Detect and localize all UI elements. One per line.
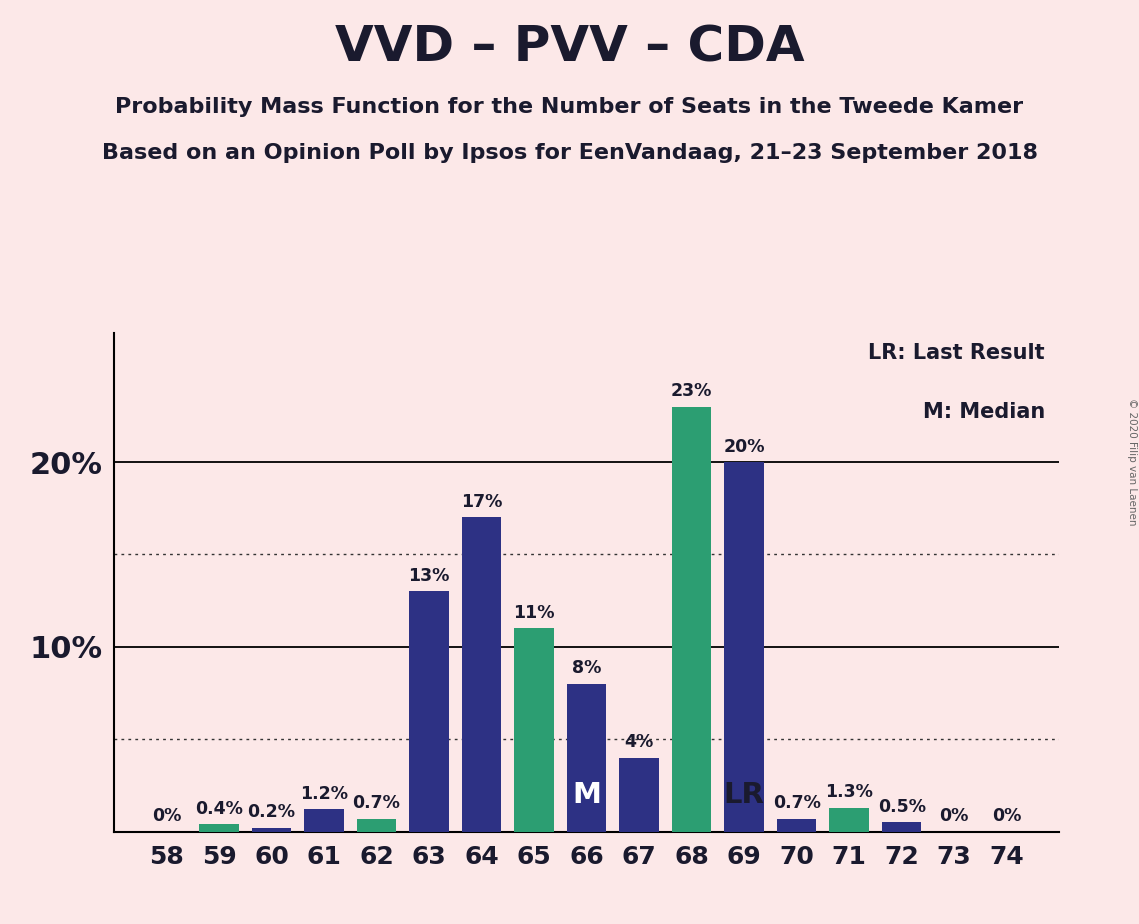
Text: VVD – PVV – CDA: VVD – PVV – CDA xyxy=(335,23,804,71)
Bar xyxy=(461,517,501,832)
Text: 1.3%: 1.3% xyxy=(826,784,874,801)
Text: 13%: 13% xyxy=(409,567,450,585)
Bar xyxy=(567,684,606,832)
Bar xyxy=(357,819,396,832)
Text: 0.4%: 0.4% xyxy=(195,800,243,818)
Text: 1.2%: 1.2% xyxy=(300,785,349,803)
Text: 4%: 4% xyxy=(624,734,654,751)
Text: Probability Mass Function for the Number of Seats in the Tweede Kamer: Probability Mass Function for the Number… xyxy=(115,97,1024,117)
Text: © 2020 Filip van Laenen: © 2020 Filip van Laenen xyxy=(1126,398,1137,526)
Bar xyxy=(620,758,658,832)
Bar xyxy=(252,828,292,832)
Bar xyxy=(515,628,554,832)
Text: 0%: 0% xyxy=(992,808,1022,825)
Text: 0.7%: 0.7% xyxy=(772,795,820,812)
Text: 0%: 0% xyxy=(151,808,181,825)
Text: 11%: 11% xyxy=(514,604,555,622)
Text: LR: Last Result: LR: Last Result xyxy=(868,343,1046,362)
Bar xyxy=(724,462,764,832)
Text: Based on an Opinion Poll by Ipsos for EenVandaag, 21–23 September 2018: Based on an Opinion Poll by Ipsos for Ee… xyxy=(101,143,1038,164)
Bar xyxy=(304,809,344,832)
Text: 0.5%: 0.5% xyxy=(878,798,926,816)
Text: 17%: 17% xyxy=(461,493,502,511)
Bar xyxy=(199,824,239,832)
Text: M: Median: M: Median xyxy=(923,403,1046,422)
Text: 0%: 0% xyxy=(940,808,969,825)
Text: 20%: 20% xyxy=(723,438,765,456)
Text: 0.7%: 0.7% xyxy=(353,795,401,812)
Bar xyxy=(409,591,449,832)
Text: 0.2%: 0.2% xyxy=(247,804,295,821)
Text: 23%: 23% xyxy=(671,383,712,400)
Bar xyxy=(829,808,869,832)
Text: LR: LR xyxy=(723,782,764,809)
Text: 8%: 8% xyxy=(572,660,601,677)
Bar xyxy=(882,822,921,832)
Bar xyxy=(672,407,712,832)
Text: M: M xyxy=(572,782,601,809)
Bar xyxy=(777,819,817,832)
